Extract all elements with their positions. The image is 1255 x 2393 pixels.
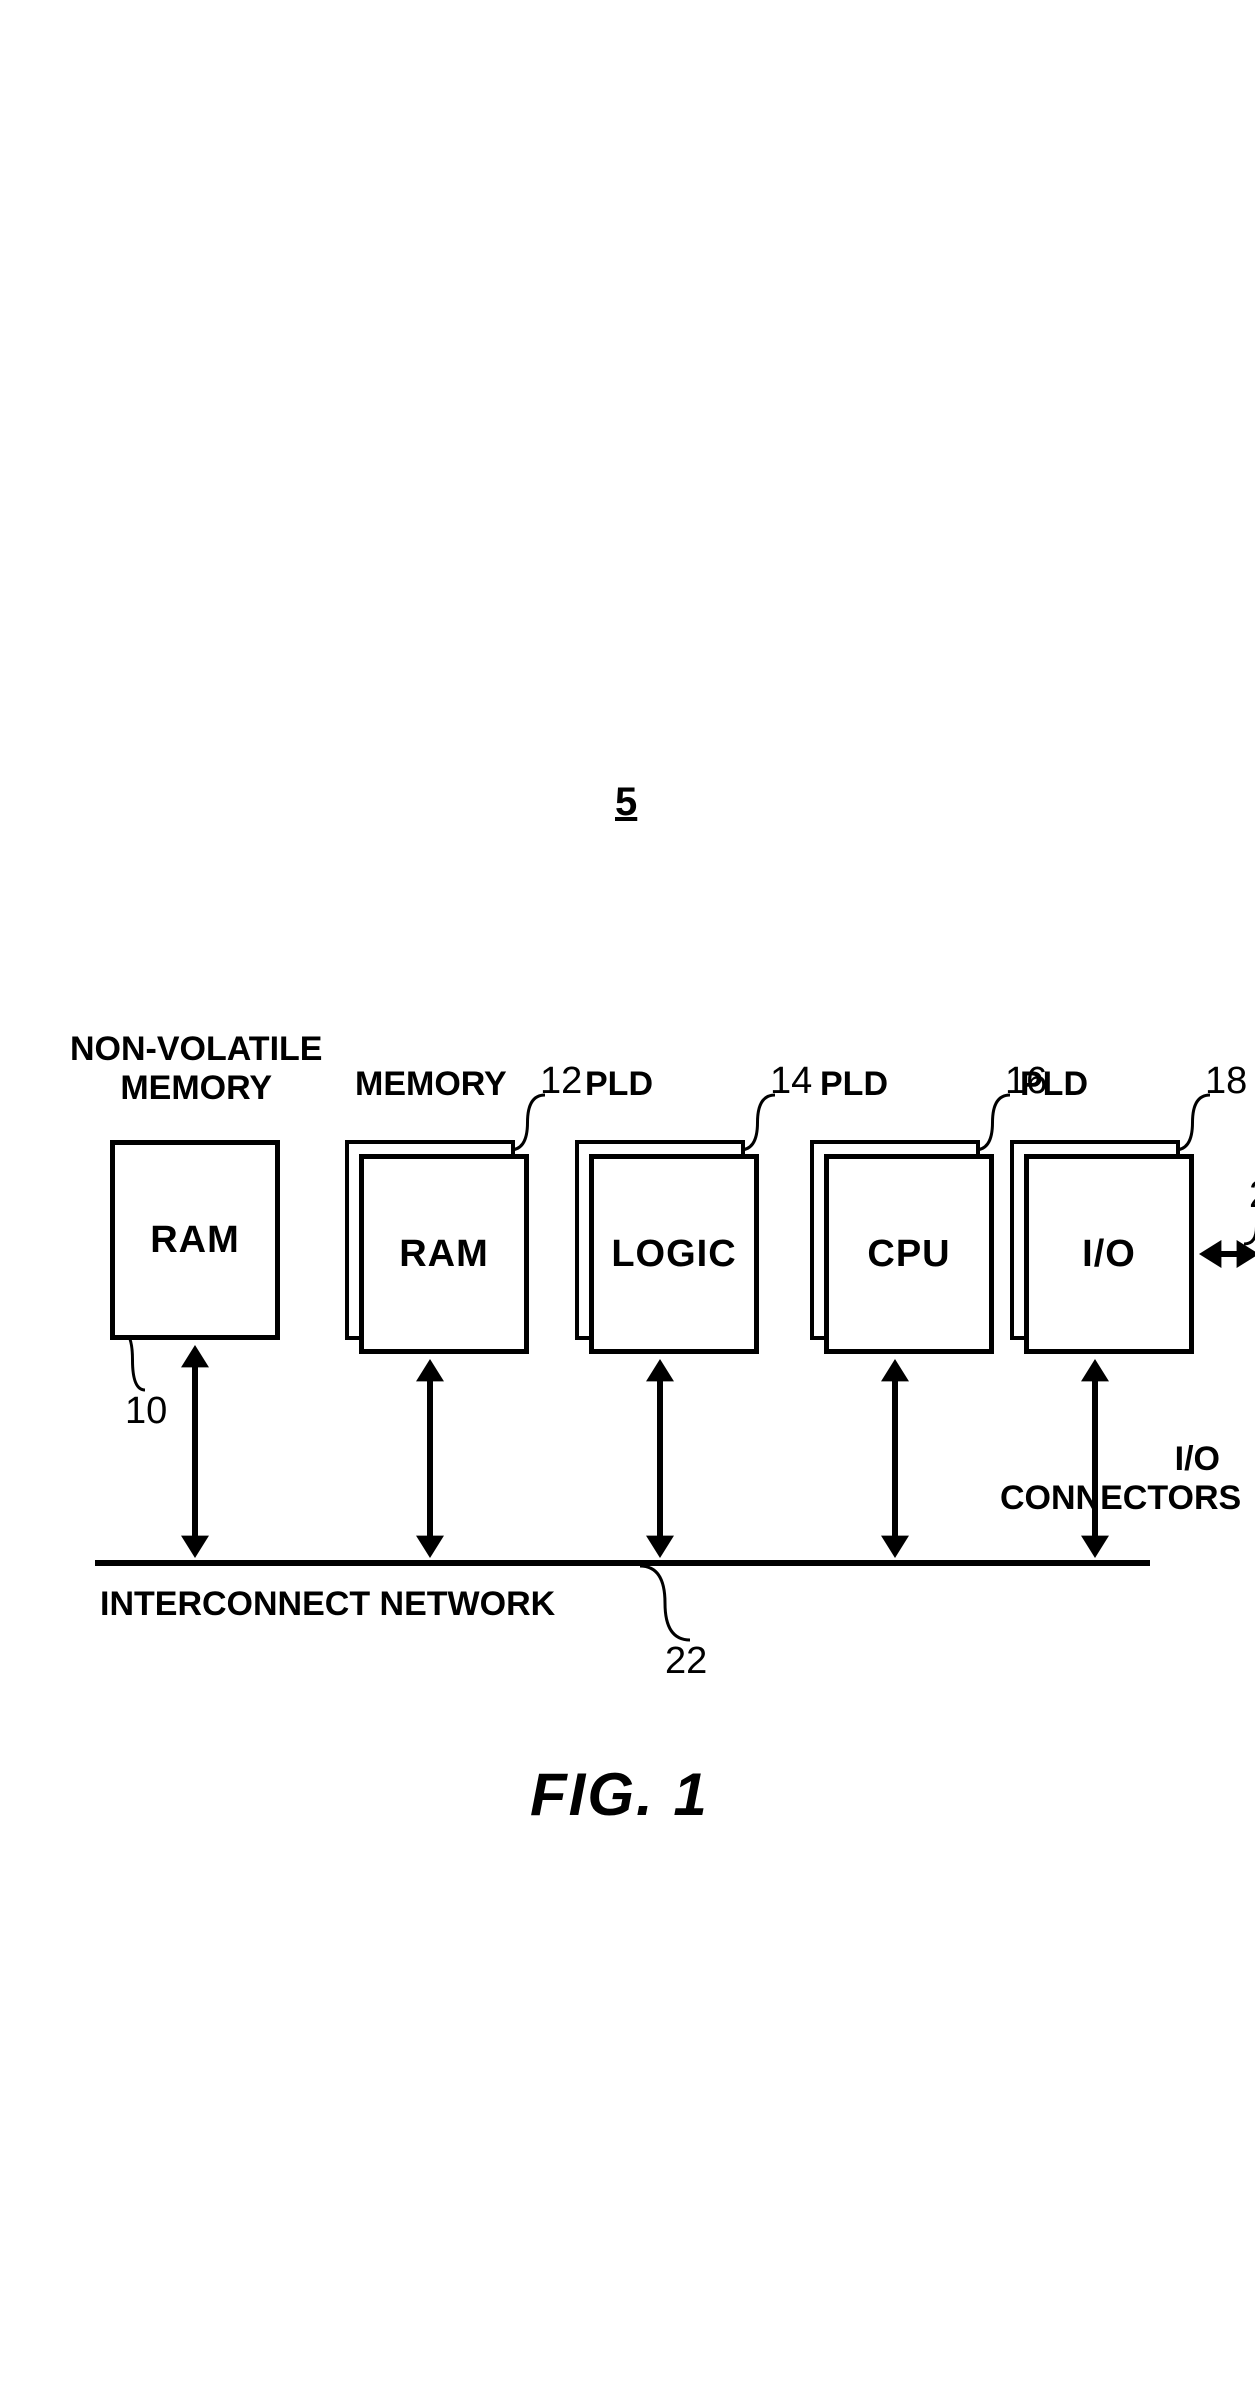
ref-memory: 12 [540, 1060, 582, 1103]
top-label-cpu: PLD [820, 1065, 888, 1104]
block-memory: RAM [345, 1140, 535, 1360]
top-label-memory: MEMORY [355, 1065, 507, 1104]
ref-nvram: 10 [125, 1390, 167, 1433]
block-front-memory: RAM [359, 1154, 529, 1354]
interconnect-bus [95, 1560, 1150, 1566]
ref-io-arrow: 20 [1249, 1174, 1255, 1217]
block-front-cpu: CPU [824, 1154, 994, 1354]
figure-label: FIG. 1 [530, 1760, 709, 1829]
block-front-io: I/O [1024, 1154, 1194, 1354]
block-front-logic: LOGIC [589, 1154, 759, 1354]
block-io: I/O [1010, 1140, 1200, 1360]
block-front-nvram: RAM [110, 1140, 280, 1340]
top-label-logic: PLD [585, 1065, 653, 1104]
ref-io: 18 [1205, 1060, 1247, 1103]
bus-label-right: I/O CONNECTORS [1000, 1440, 1220, 1518]
block-label-logic: LOGIC [611, 1233, 736, 1276]
top-label-io: PLD [1020, 1065, 1088, 1104]
page-number: 5 [615, 780, 637, 825]
bus-ref: 22 [665, 1640, 707, 1683]
top-label-nvram: NON-VOLATILE MEMORY [70, 1030, 322, 1108]
block-cpu: CPU [810, 1140, 1000, 1360]
bus-label-left: INTERCONNECT NETWORK [100, 1585, 555, 1624]
block-nvram: RAM [110, 1140, 300, 1360]
ref-logic: 14 [770, 1060, 812, 1103]
block-label-nvram: RAM [150, 1219, 240, 1262]
block-label-memory: RAM [399, 1233, 489, 1276]
block-label-cpu: CPU [867, 1233, 950, 1276]
block-logic: LOGIC [575, 1140, 765, 1360]
block-label-io: I/O [1082, 1233, 1136, 1276]
